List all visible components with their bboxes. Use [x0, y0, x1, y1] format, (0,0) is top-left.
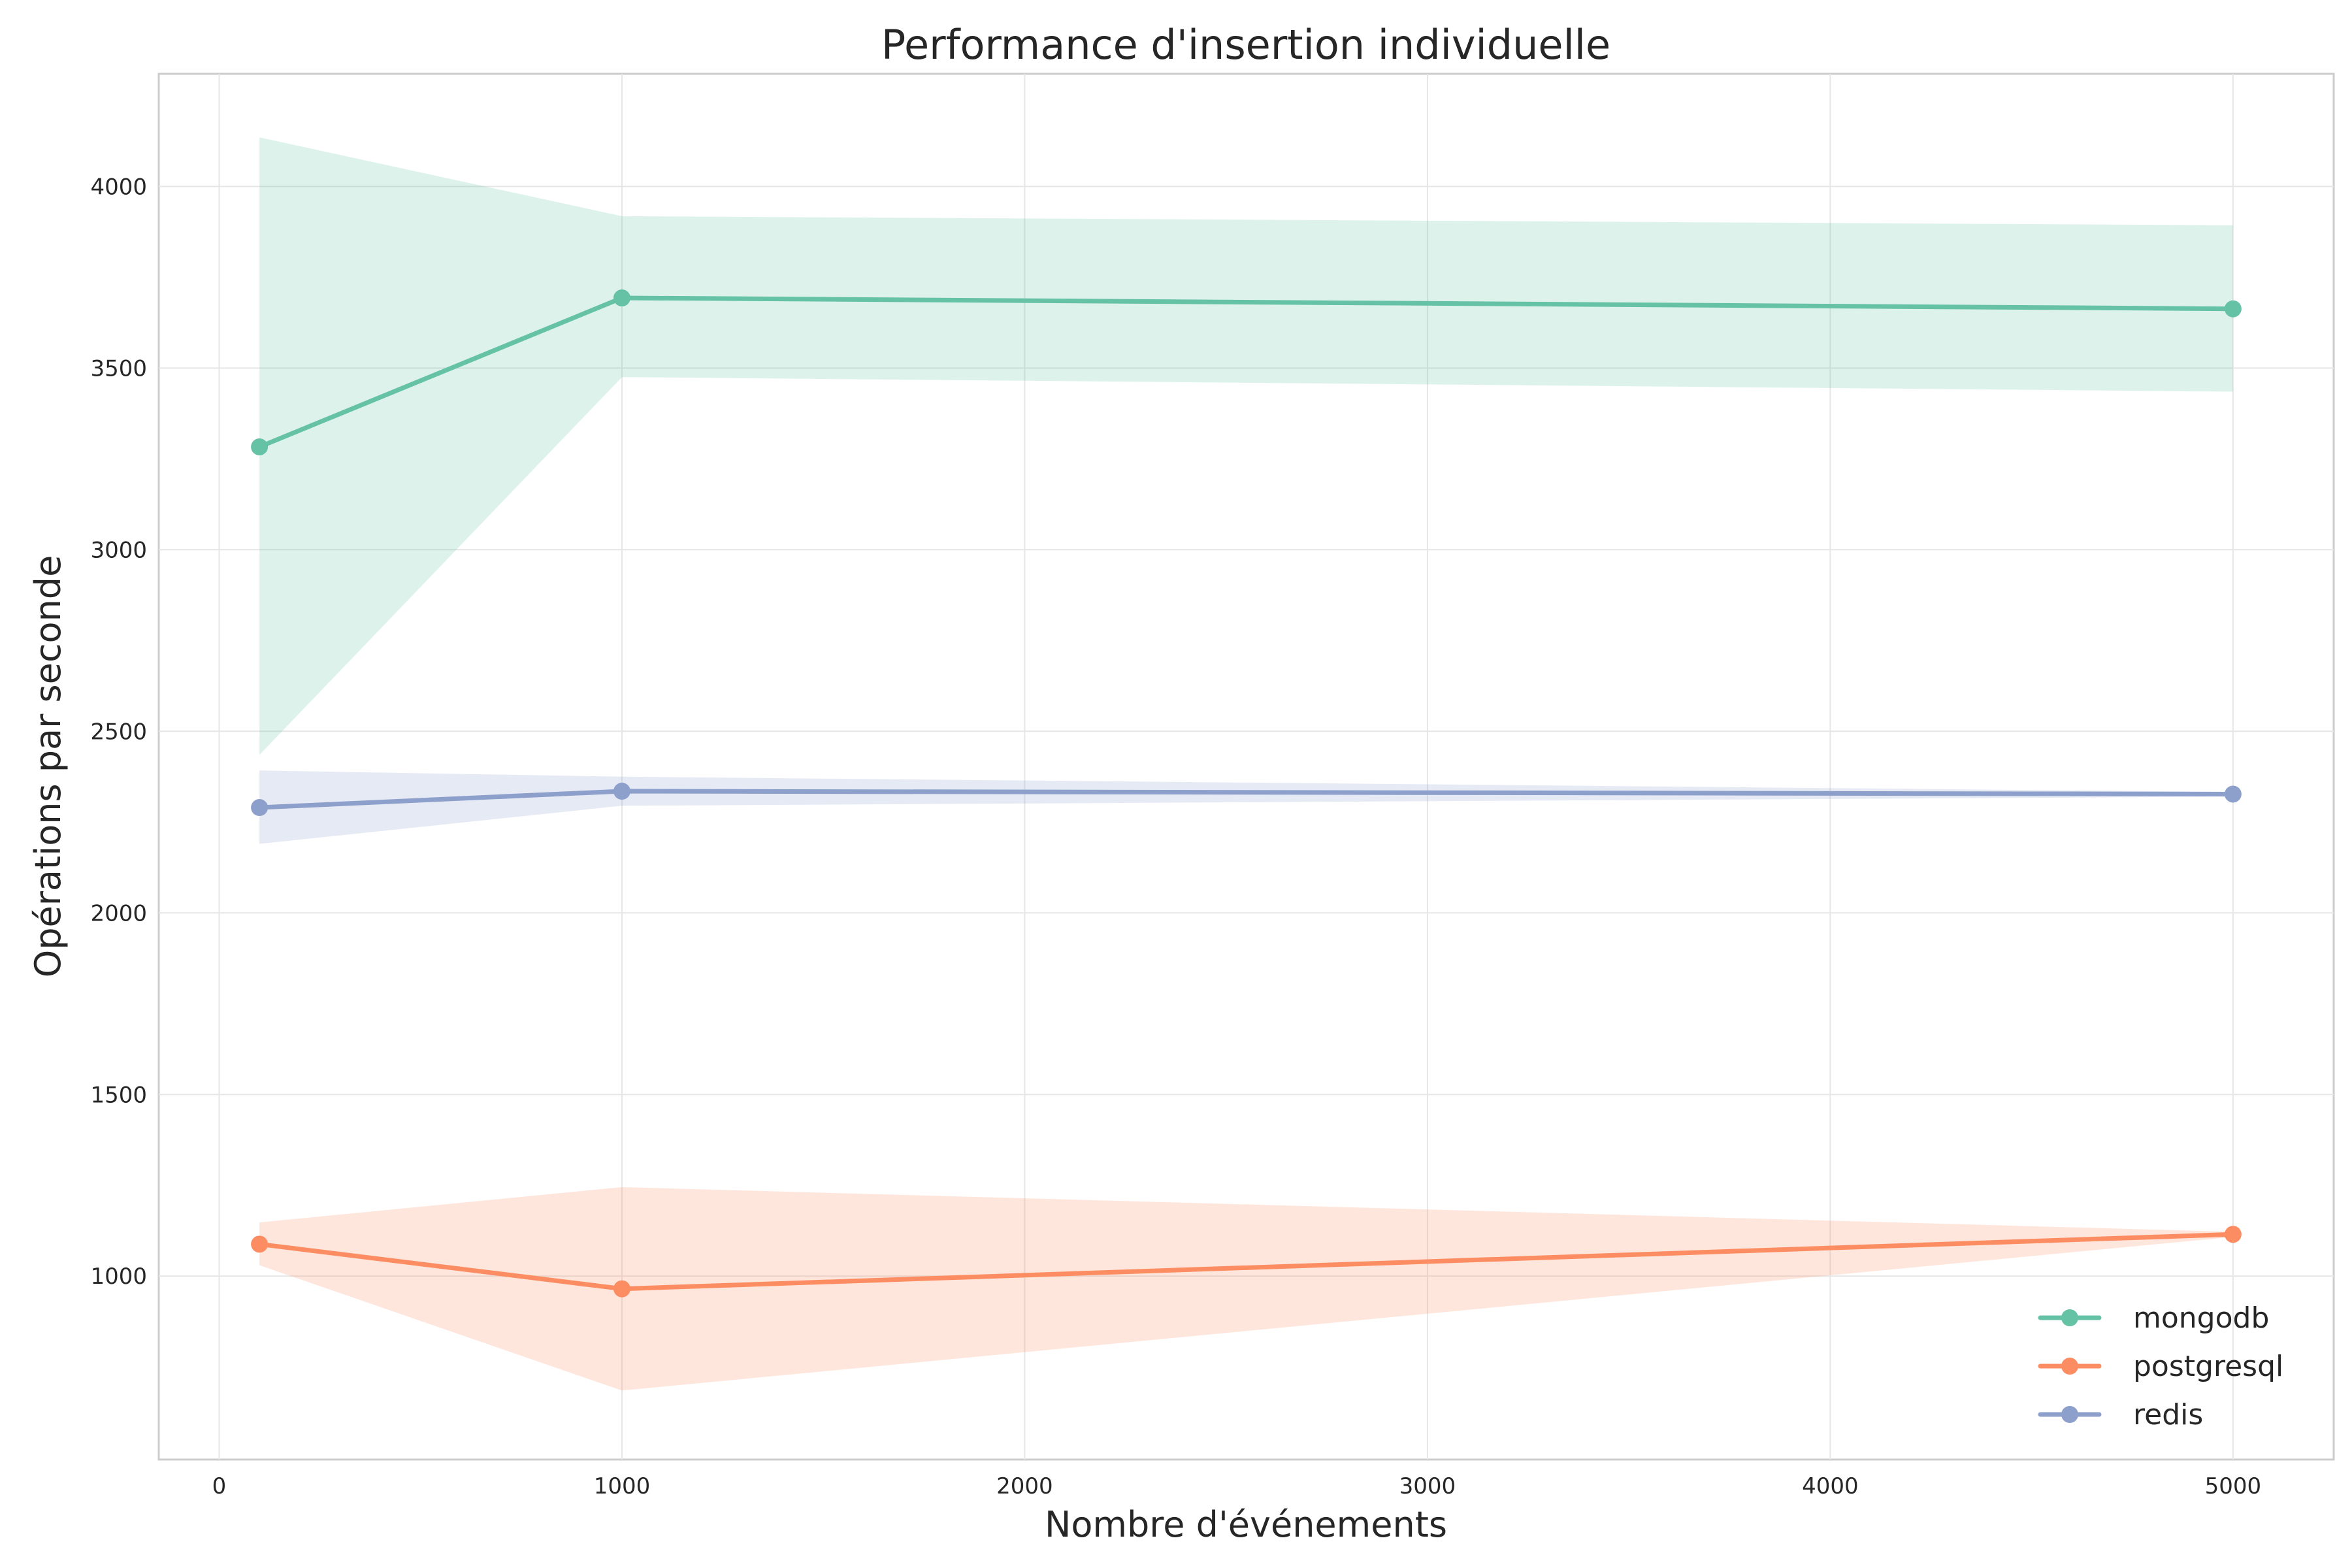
y-axis-title: Opérations par seconde — [27, 555, 69, 978]
legend-label-mongodb: mongodb — [2133, 1301, 2269, 1335]
y-tick-label: 4000 — [90, 174, 147, 200]
point-mongodb — [251, 438, 269, 455]
legend-label-postgresql: postgresql — [2133, 1350, 2283, 1383]
y-tick-label: 1500 — [90, 1082, 147, 1108]
y-tick-label: 2500 — [90, 719, 147, 745]
legend-marker-redis — [2061, 1406, 2078, 1423]
y-tick-label: 2000 — [90, 900, 147, 926]
series-points — [251, 289, 2242, 1298]
x-axis-title: Nombre d'événements — [1045, 1504, 1447, 1545]
point-redis — [2224, 785, 2242, 803]
confidence-bands — [259, 137, 2233, 1391]
chart-title: Performance d'insertion individuelle — [881, 21, 1610, 69]
band-postgresql — [259, 1187, 2233, 1391]
legend-marker-mongodb — [2061, 1309, 2078, 1326]
x-tick-label: 1000 — [594, 1473, 651, 1499]
point-postgresql — [251, 1235, 269, 1253]
point-postgresql — [2224, 1226, 2242, 1243]
point-postgresql — [613, 1280, 630, 1298]
y-tick-label: 1000 — [90, 1264, 147, 1290]
y-tick-label: 3500 — [90, 355, 147, 382]
x-tick-label: 0 — [212, 1473, 227, 1499]
x-tick-label: 3000 — [1399, 1473, 1456, 1499]
legend-label-redis: redis — [2133, 1398, 2203, 1431]
point-redis — [613, 783, 630, 800]
band-redis — [259, 770, 2233, 844]
x-tick-label: 2000 — [996, 1473, 1053, 1499]
point-redis — [251, 799, 269, 817]
legend-marker-postgresql — [2061, 1358, 2078, 1375]
x-tick-label: 4000 — [1802, 1473, 1859, 1499]
point-mongodb — [613, 289, 630, 307]
y-tick-label: 3000 — [90, 537, 147, 563]
point-mongodb — [2224, 300, 2242, 318]
legend: mongodb postgresql redis — [2038, 1301, 2283, 1431]
band-mongodb — [259, 137, 2233, 755]
x-axis-ticks: 0 1000 2000 3000 4000 5000 — [212, 1473, 2261, 1499]
x-tick-label: 5000 — [2205, 1473, 2262, 1499]
y-axis-ticks: 1000 1500 2000 2500 3000 3500 4000 — [90, 174, 147, 1290]
